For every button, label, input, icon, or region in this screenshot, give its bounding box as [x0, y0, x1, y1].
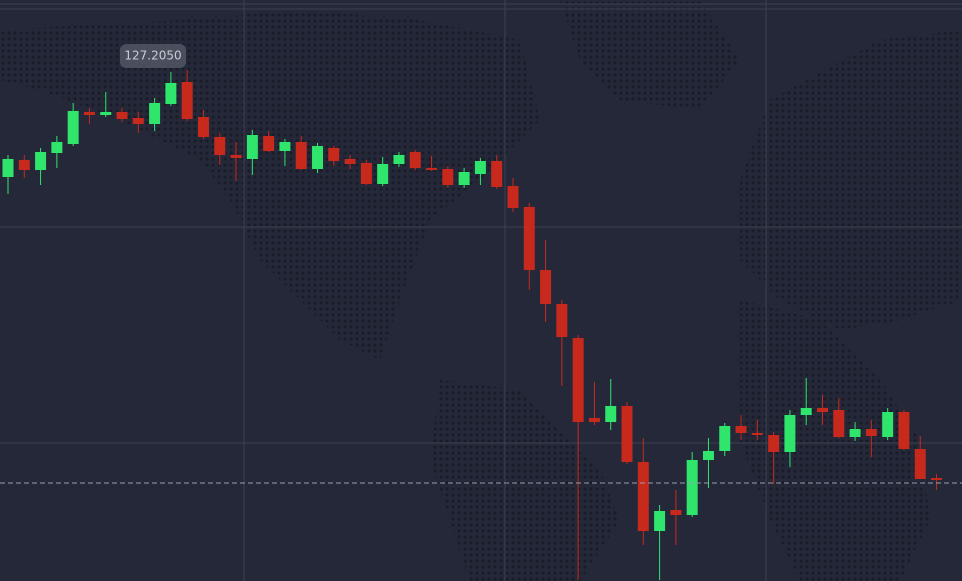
- candle-body: [230, 155, 242, 158]
- candle-body: [914, 449, 926, 479]
- candle-body: [442, 169, 454, 185]
- candle-body: [426, 168, 438, 170]
- candle-body: [344, 159, 356, 164]
- candle-body: [491, 161, 503, 187]
- candle-body: [474, 161, 486, 174]
- candle-body: [735, 426, 747, 433]
- candle-body: [670, 510, 682, 515]
- candle-body: [2, 159, 14, 177]
- candle-body: [898, 412, 910, 449]
- candle-body: [686, 460, 698, 515]
- candle-body: [800, 408, 812, 415]
- candle-body: [833, 410, 845, 437]
- candle-body: [116, 112, 128, 119]
- candle-body: [865, 429, 877, 436]
- candle-body: [572, 338, 584, 422]
- candle-body: [100, 112, 112, 115]
- candle-body: [621, 406, 633, 462]
- candle-body: [654, 511, 666, 531]
- candle-body: [35, 152, 47, 170]
- candle-body: [556, 304, 568, 337]
- candle-body: [279, 142, 291, 151]
- candle-body: [263, 136, 275, 151]
- candle-body: [181, 82, 193, 119]
- candle-body: [360, 163, 372, 184]
- candle-body: [931, 478, 943, 480]
- candle-body: [588, 418, 600, 422]
- candle-body: [132, 118, 144, 124]
- candle-body: [817, 408, 828, 412]
- candle-body: [312, 146, 324, 169]
- candle-body: [83, 112, 95, 115]
- candle-body: [849, 429, 861, 437]
- candle-body: [197, 117, 209, 137]
- candle-body: [507, 186, 519, 208]
- candle-body: [165, 83, 177, 104]
- price-tooltip: [120, 44, 186, 68]
- candle-body: [328, 148, 340, 161]
- candle-body: [377, 164, 389, 184]
- candle-body: [18, 160, 30, 170]
- candle-body: [295, 142, 307, 169]
- candle-body: [637, 462, 649, 531]
- candle-body: [605, 406, 617, 422]
- candle-body: [882, 412, 894, 437]
- candle-body: [784, 415, 796, 452]
- candles: [2, 70, 943, 580]
- candle-body: [702, 451, 714, 460]
- candle-body: [751, 433, 763, 435]
- candle-body: [67, 111, 79, 144]
- candle-body: [540, 270, 552, 304]
- candle-body: [51, 142, 63, 153]
- candle-body: [409, 152, 421, 168]
- candle-body: [214, 137, 226, 155]
- candle-body: [246, 135, 258, 159]
- price-tooltip-label: 127.2050: [124, 49, 181, 63]
- candle-body: [393, 155, 405, 164]
- candle-body: [458, 172, 470, 185]
- candle-body: [149, 103, 161, 124]
- candle-body: [523, 207, 535, 270]
- candle-body: [719, 426, 731, 451]
- candle-body: [768, 435, 780, 452]
